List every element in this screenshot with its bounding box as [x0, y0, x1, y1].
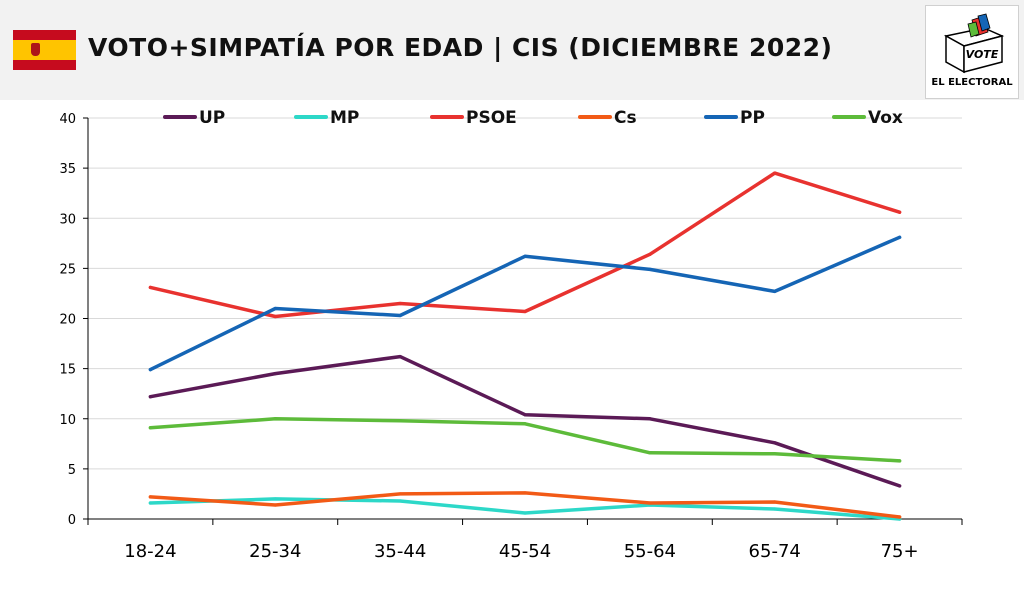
data-point-up	[897, 484, 902, 488]
legend-label-pp: PP	[740, 108, 765, 128]
spain-flag-icon	[13, 30, 76, 70]
data-point-pp	[523, 254, 527, 258]
header-bar: VOTO+SIMPATÍA POR EDAD | CIS (DICIEMBRE …	[0, 0, 1024, 100]
data-point-mp	[273, 497, 277, 501]
data-point-psoe	[648, 252, 652, 256]
data-point-pp	[648, 267, 652, 271]
data-point-cs	[897, 515, 902, 519]
legend-label-mp: MP	[330, 108, 359, 128]
legend-label-cs: Cs	[614, 108, 637, 128]
data-point-psoe	[523, 309, 527, 314]
data-point-up	[523, 413, 527, 417]
legend-label-up: UP	[199, 108, 225, 128]
data-point-vox	[398, 419, 402, 423]
series-line-psoe	[148, 171, 902, 319]
y-tick-label: 30	[59, 212, 76, 227]
data-point-up	[148, 395, 153, 399]
data-point-cs	[523, 491, 527, 495]
data-point-up	[648, 417, 652, 421]
data-point-mp	[398, 499, 402, 503]
data-point-vox	[148, 426, 153, 430]
logo-brand-label: EL ELECTORAL	[931, 77, 1013, 88]
data-point-cs	[398, 492, 402, 496]
y-tick-label: 15	[59, 363, 76, 378]
data-point-up	[273, 372, 277, 376]
y-tick-label: 35	[59, 162, 76, 177]
data-point-vox	[648, 451, 652, 455]
data-point-vox	[523, 422, 527, 426]
y-tick-label: 5	[68, 463, 76, 478]
data-point-vox	[897, 459, 902, 463]
data-point-pp	[773, 289, 777, 294]
data-point-mp	[148, 501, 153, 505]
data-point-cs	[773, 500, 777, 504]
x-tick-label: 18-24	[124, 541, 176, 562]
data-point-cs	[148, 495, 153, 499]
data-point-pp	[398, 313, 402, 318]
data-point-pp	[148, 368, 153, 372]
data-point-psoe	[773, 171, 777, 175]
page-title: VOTO+SIMPATÍA POR EDAD | CIS (DICIEMBRE …	[88, 33, 833, 62]
data-point-pp	[897, 235, 902, 239]
y-tick-label: 40	[59, 112, 76, 127]
logo-vote-label: VOTE	[966, 48, 999, 61]
y-tick-label: 0	[68, 513, 76, 528]
x-tick-label: 75+	[881, 541, 919, 562]
data-point-pp	[273, 306, 277, 311]
data-point-psoe	[273, 314, 277, 319]
legend-label-psoe: PSOE	[466, 108, 517, 128]
data-point-up	[398, 354, 402, 359]
data-point-mp	[523, 511, 527, 515]
data-point-psoe	[897, 210, 902, 214]
y-tick-label: 10	[59, 413, 76, 428]
data-point-psoe	[398, 301, 402, 306]
x-tick-label: 45-54	[499, 541, 551, 562]
data-point-cs	[273, 503, 277, 507]
x-tick-label: 55-64	[624, 541, 676, 562]
data-point-vox	[773, 452, 777, 456]
data-point-psoe	[148, 285, 153, 290]
x-tick-label: 25-34	[249, 541, 301, 562]
legend-label-vox: Vox	[868, 108, 903, 128]
data-point-up	[773, 441, 777, 445]
x-tick-label: 35-44	[374, 541, 426, 562]
ballot-box-icon: VOTE	[943, 13, 1005, 74]
data-point-mp	[773, 507, 777, 511]
data-point-vox	[273, 417, 277, 421]
x-tick-label: 65-74	[749, 541, 801, 562]
y-tick-label: 25	[59, 262, 76, 277]
data-point-cs	[648, 501, 652, 505]
el-electoral-logo: VOTE EL ELECTORAL	[925, 5, 1019, 99]
y-tick-label: 20	[59, 313, 76, 328]
